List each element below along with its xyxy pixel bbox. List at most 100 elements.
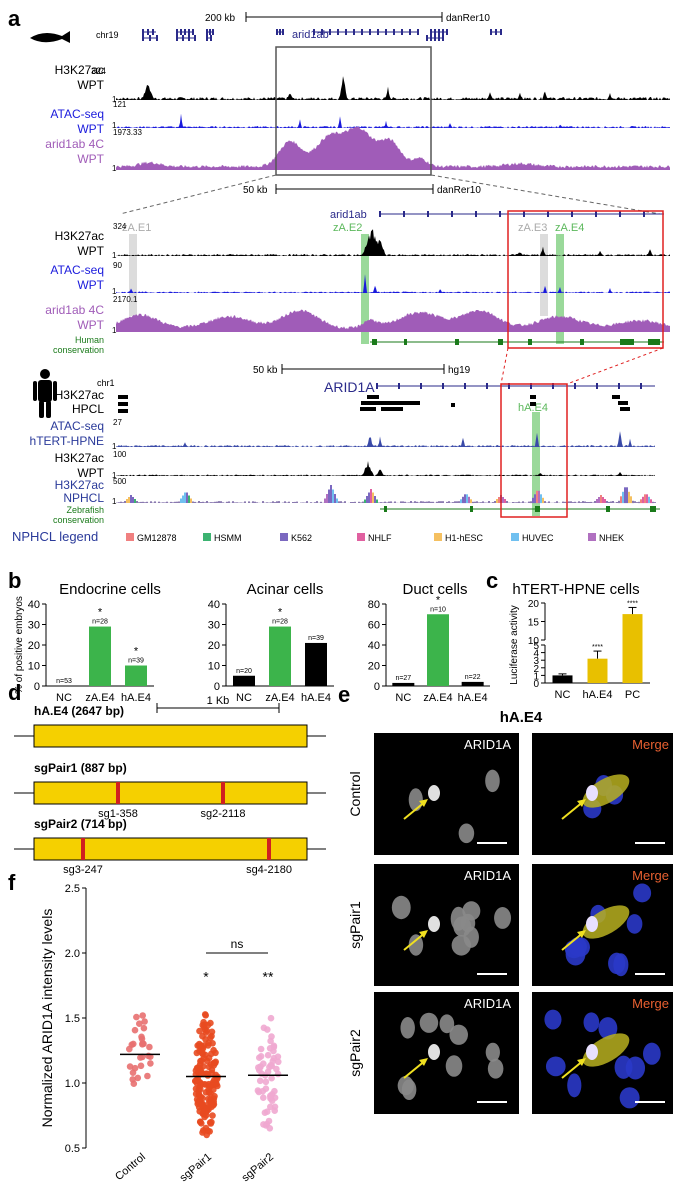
y-tick-label: 1.5 [65, 1013, 80, 1025]
nphcl-bar [310, 502, 312, 503]
exon [574, 383, 576, 389]
legend-swatch [203, 533, 211, 541]
conserved-block [606, 506, 610, 512]
nphcl-bar [436, 501, 438, 503]
nphcl-bar [220, 501, 222, 503]
channel-label: ARID1A [464, 996, 511, 1011]
target-nucleus [586, 1044, 598, 1060]
nphcl-bar [164, 502, 166, 503]
data-point [193, 1049, 201, 1057]
row-label: sgPair1 [347, 901, 363, 949]
sgrna-cut [267, 838, 271, 860]
data-point [202, 1012, 209, 1019]
nphcl-bar [574, 501, 576, 503]
nphcl-bar [608, 501, 610, 503]
nphcl-bar [548, 501, 550, 503]
nucleus [400, 1017, 415, 1039]
microscopy-panels: hA.E4 Control ARID1A Merge sgPair1 ARID1A Mer… [347, 709, 673, 1114]
data-point [202, 1124, 210, 1132]
exon [464, 383, 466, 389]
element-label-hA-E4: hA.E4 [518, 402, 548, 414]
nphcl-bar [468, 496, 470, 504]
nphcl-bar [284, 501, 286, 503]
hpcl-peak [382, 401, 414, 405]
track-min-1: 1 [112, 95, 117, 104]
nphcl-bar [616, 502, 618, 503]
human-track-name-4: H3K27ac [55, 478, 104, 492]
x-tick-label: PC [625, 689, 640, 701]
nphcl-bar [328, 489, 330, 503]
zoom-track-sample-2: WPT [77, 278, 104, 292]
arrowhead [577, 930, 586, 938]
exon [206, 35, 208, 41]
y-tick-label: 20 [208, 640, 220, 652]
x-tick-label: hA.E4 [121, 692, 151, 704]
human-track-min-4: 1 [112, 497, 117, 506]
legend-swatch [280, 533, 288, 541]
data-point [139, 1012, 146, 1019]
nphcl-bar [350, 502, 352, 503]
data-point [196, 1027, 203, 1035]
nucleus [439, 1014, 455, 1034]
data-point [210, 1059, 218, 1067]
nucleus [485, 1042, 500, 1062]
arid1a-image [374, 864, 519, 986]
zoom-track-name-3: arid1ab 4C [45, 303, 104, 317]
data-point [133, 1013, 140, 1021]
exon [438, 29, 440, 35]
data-point [192, 1067, 200, 1074]
data-point [268, 1062, 276, 1070]
exon [398, 383, 400, 389]
data-point [198, 1101, 206, 1109]
data-point [207, 1098, 214, 1106]
data-point [260, 1121, 267, 1128]
nphcl-bar [538, 490, 540, 504]
hpcl-peak [118, 395, 128, 399]
scale-label-human: 50 kb [253, 365, 278, 376]
nphcl-bar [276, 501, 278, 503]
nucleus [633, 883, 652, 903]
legend-swatch [357, 533, 365, 541]
data-point [266, 1125, 274, 1132]
nphcl-bar [382, 502, 384, 503]
x-tick-label: NC [395, 692, 411, 704]
exon [361, 29, 363, 35]
nphcl-bar [496, 499, 498, 503]
hpcl-peak [360, 407, 376, 411]
nphcl-bar [528, 501, 530, 503]
nphcl-bar [570, 501, 572, 503]
highlight-zA-E3 [540, 234, 548, 316]
conservation-track-human [380, 506, 660, 512]
nphcl-bar [140, 501, 142, 503]
legend-label: GM12878 [137, 533, 177, 543]
exon [595, 211, 597, 217]
panel-label-f: f [8, 870, 16, 895]
x-tick-label: zA.E4 [85, 692, 114, 704]
data-point [144, 1072, 151, 1080]
data-point [211, 1092, 218, 1100]
nphcl-bar [216, 501, 218, 503]
exon [490, 29, 492, 35]
data-point [265, 1117, 273, 1125]
x-tick-label: NC [56, 692, 72, 704]
channel-label: ARID1A [464, 868, 511, 883]
nphcl-bar [432, 501, 434, 503]
hpcl-peak [361, 401, 383, 405]
conserved-block [498, 339, 503, 345]
nphcl-bar [272, 501, 274, 503]
nucleus [544, 1009, 562, 1030]
exon [194, 35, 196, 41]
exon [393, 29, 395, 35]
nphcl-bar [362, 501, 364, 503]
nphcl-bar [180, 498, 182, 503]
track-sample-4c: WPT [77, 152, 104, 166]
exon [618, 383, 620, 389]
nucleus [458, 823, 475, 844]
nphcl-bar [420, 501, 422, 503]
nphcl-bar [288, 501, 290, 503]
exon [337, 29, 339, 35]
nphcl-bar [182, 495, 184, 503]
data-point [202, 1111, 210, 1119]
nphcl-bar [404, 501, 406, 503]
y-tick-label: 10 [208, 661, 220, 673]
